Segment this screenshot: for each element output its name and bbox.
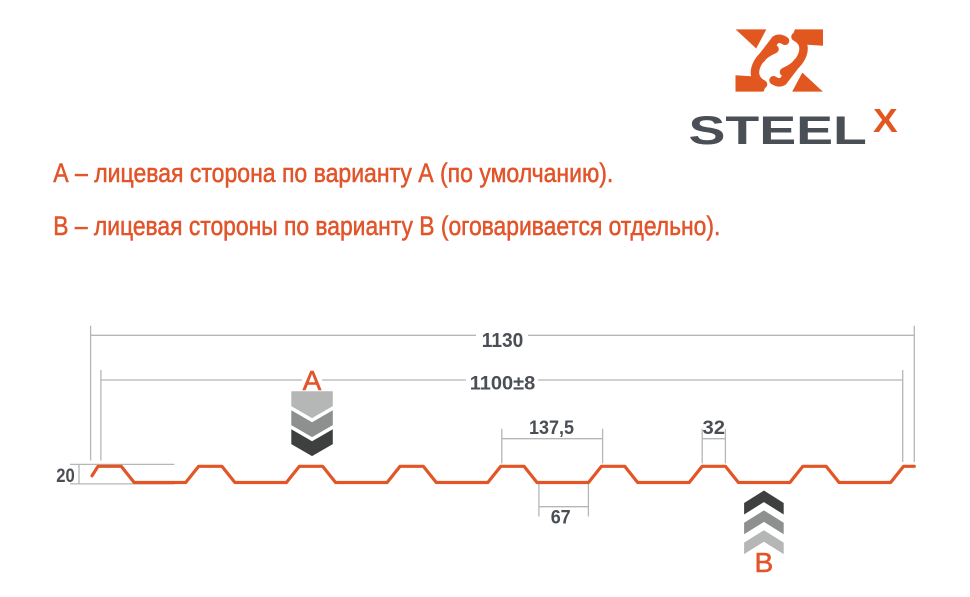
svg-text:А – лицевая сторона по вариант: А – лицевая сторона по варианту А (по ум… (53, 158, 613, 188)
svg-text:1130: 1130 (482, 330, 524, 352)
svg-text:STEEL: STEEL (689, 109, 867, 153)
svg-text:В: В (755, 547, 774, 578)
svg-text:В – лицевая стороны по вариант: В – лицевая стороны по варианту В (огова… (53, 211, 720, 241)
svg-text:А: А (303, 365, 322, 396)
svg-text:20: 20 (56, 466, 75, 487)
svg-text:1100±8: 1100±8 (470, 373, 536, 394)
svg-text:67: 67 (551, 508, 571, 529)
svg-text:32: 32 (703, 418, 726, 439)
svg-text:X: X (873, 102, 898, 139)
svg-text:137,5: 137,5 (529, 418, 574, 439)
